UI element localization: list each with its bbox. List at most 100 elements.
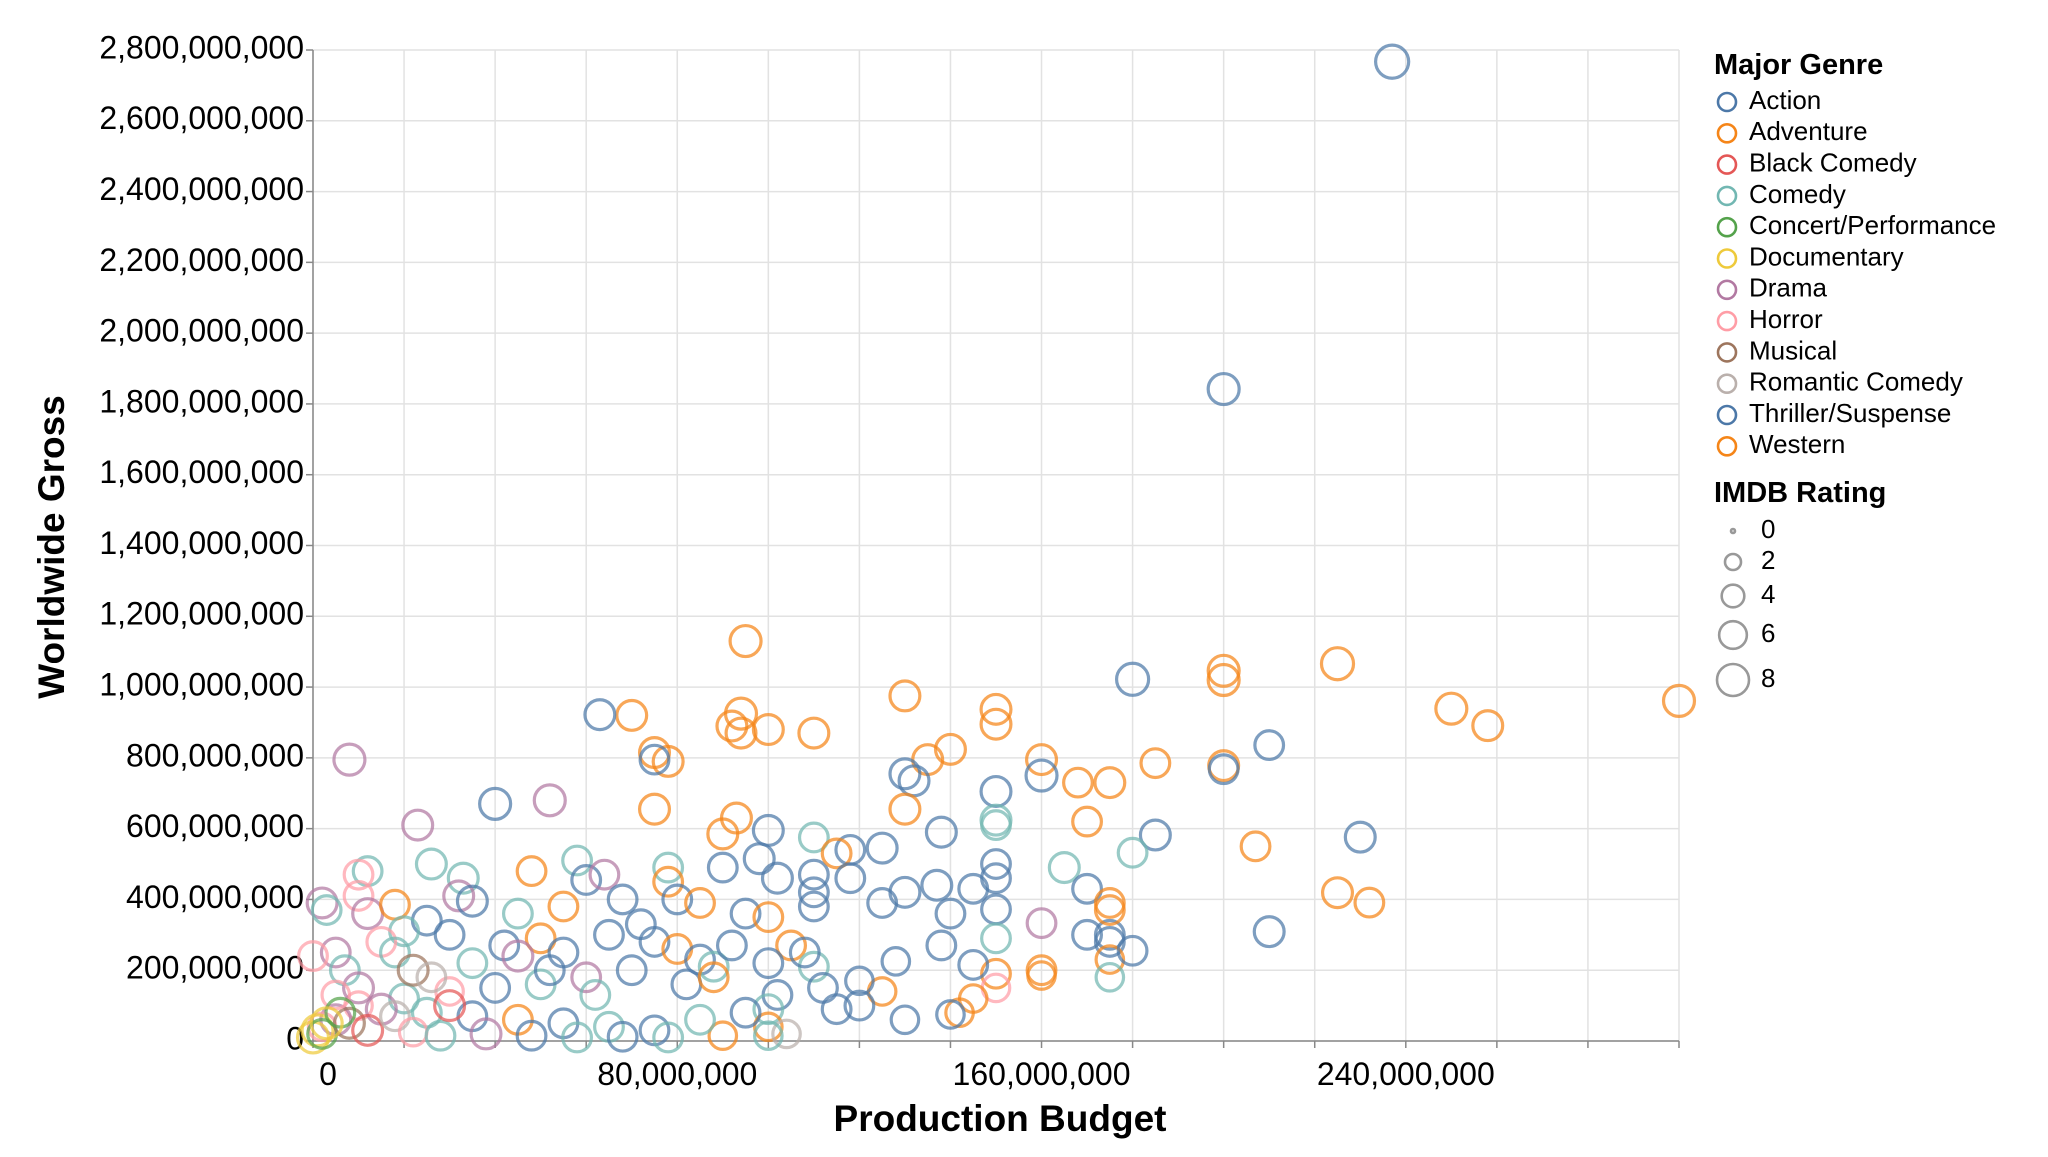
scatter-point — [724, 716, 758, 750]
scatter-point — [1114, 661, 1151, 697]
scatter-point — [1071, 805, 1103, 838]
scatter-point — [924, 815, 958, 849]
scatter-point — [1116, 934, 1149, 967]
y-tick-label: 2,200,000,000 — [99, 242, 304, 278]
scatter-point — [888, 792, 922, 826]
scatter-point — [920, 868, 954, 902]
scatter-point — [396, 953, 430, 987]
scatter-point — [797, 876, 830, 909]
scatter-point — [455, 884, 489, 918]
scatter-point — [1071, 918, 1103, 951]
scatter-point — [515, 1019, 548, 1052]
scatter-point — [697, 950, 730, 983]
scatter-point — [414, 847, 448, 881]
y-tick-label: 400,000,000 — [126, 879, 304, 915]
scatter-point — [638, 925, 671, 958]
x-tick-label: 160,000,000 — [953, 1056, 1131, 1092]
legend-label: Thriller/Suspense — [1749, 398, 1951, 428]
legend-label: Romantic Comedy — [1749, 367, 1963, 397]
scatter-point — [533, 954, 566, 987]
y-tick-label: 1,000,000,000 — [99, 667, 304, 703]
scatter-point — [1206, 662, 1241, 698]
scatter-point — [342, 971, 376, 1005]
legend-label: Concert/Performance — [1749, 210, 1996, 240]
scatter-point — [979, 692, 1013, 726]
scatter-point — [297, 940, 329, 972]
x-axis-title: Production Budget — [834, 1098, 1167, 1139]
scatter-point — [753, 1011, 784, 1043]
scatter-point — [684, 887, 716, 919]
scatter-point — [442, 879, 476, 913]
scatter-point — [615, 698, 649, 732]
legend-symbol — [1716, 373, 1738, 395]
scatter-point — [1252, 915, 1286, 949]
legend-symbol — [1716, 342, 1738, 363]
scatter-point — [570, 864, 603, 896]
scatter-point — [1206, 371, 1241, 407]
size-legend-symbol — [1720, 583, 1746, 609]
legend-symbol — [1716, 154, 1738, 175]
size-legend-label: 4 — [1761, 579, 1775, 609]
scatter-point — [433, 918, 466, 951]
size-legend-symbol — [1717, 619, 1749, 651]
scatter-point — [424, 1019, 457, 1052]
scatter-point — [1320, 876, 1355, 910]
scatter-point — [752, 901, 785, 934]
scatter-point — [935, 999, 966, 1030]
scatter-point — [752, 947, 785, 980]
legend-label: Comedy — [1749, 179, 1846, 209]
y-axis-title: Worldwide Gross — [31, 395, 72, 699]
scatter-point — [1343, 820, 1377, 854]
scatter-point — [753, 1020, 784, 1052]
scatter-point — [706, 851, 739, 884]
scatter-point — [319, 936, 352, 969]
scatter-point — [305, 886, 339, 920]
scatter-point — [1093, 766, 1127, 800]
scatter-point — [865, 831, 899, 865]
legend-label: Action — [1749, 85, 1821, 115]
scatter-point — [342, 879, 375, 912]
scatter-point — [652, 1021, 685, 1054]
scatter-point — [729, 897, 762, 930]
scatter-point — [797, 858, 830, 891]
y-tick-label: 1,600,000,000 — [99, 454, 304, 490]
scatter-point — [1116, 836, 1149, 869]
scatter-point — [1139, 747, 1172, 780]
scatter-point — [379, 1000, 411, 1033]
scatter-point — [606, 883, 639, 916]
axes: 0 80,000,000 160,000,000 240,000,0000200,00… — [99, 29, 1680, 1092]
scatter-point — [933, 732, 967, 766]
scatter-point — [433, 989, 467, 1023]
scatter-point — [588, 858, 621, 891]
size-legend-items: 02 4 6 8 — [1715, 514, 1775, 698]
scatter-point — [771, 1018, 802, 1050]
scatter-point — [797, 821, 830, 854]
scatter-point — [515, 855, 548, 888]
legend-symbol — [1716, 404, 1738, 426]
scatter-point — [1661, 683, 1697, 718]
scatter-point — [1434, 691, 1469, 726]
scatter-point — [379, 936, 411, 969]
x-tick-label: 80,000,000 — [597, 1056, 757, 1092]
legend-symbol — [1716, 185, 1738, 207]
legend-label: Adventure — [1749, 116, 1868, 146]
scatter-point — [1071, 872, 1103, 905]
scatter-point — [579, 979, 612, 1011]
scatter-point — [456, 947, 489, 980]
scatter-point — [561, 1021, 594, 1054]
scatter-point — [651, 744, 685, 778]
y-tick-label: 1,400,000,000 — [99, 525, 304, 561]
scatter-point — [1471, 709, 1505, 743]
y-tick-label: 1,200,000,000 — [99, 596, 304, 632]
scatter-point — [1025, 743, 1059, 777]
size-legend-symbol — [1729, 527, 1737, 535]
legend-symbol — [1716, 248, 1738, 269]
scatter-point — [1047, 851, 1081, 885]
scatter-point — [979, 774, 1013, 808]
scatter-point — [615, 954, 648, 987]
size-legend-label: 2 — [1761, 545, 1775, 575]
size-legend-title: IMDB Rating — [1714, 477, 1886, 509]
scatter-point — [524, 922, 557, 955]
scatter-point — [980, 957, 1012, 990]
scatter-point — [1093, 894, 1126, 926]
